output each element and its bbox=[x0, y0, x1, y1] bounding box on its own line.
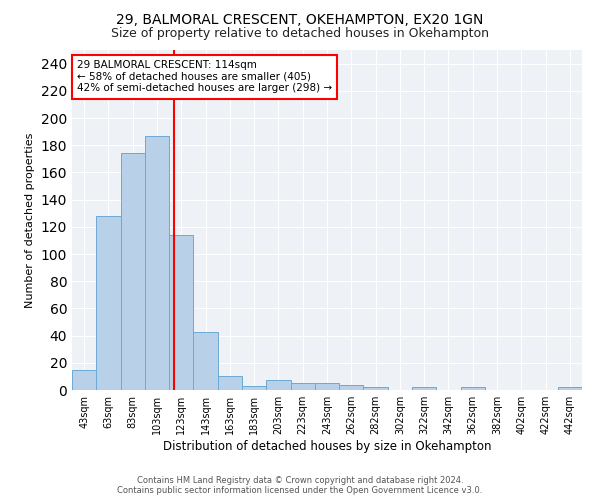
Bar bbox=[218, 376, 242, 390]
Bar bbox=[461, 388, 485, 390]
Text: 29, BALMORAL CRESCENT, OKEHAMPTON, EX20 1GN: 29, BALMORAL CRESCENT, OKEHAMPTON, EX20 … bbox=[116, 12, 484, 26]
Text: 29 BALMORAL CRESCENT: 114sqm
← 58% of detached houses are smaller (405)
42% of s: 29 BALMORAL CRESCENT: 114sqm ← 58% of de… bbox=[77, 60, 332, 94]
Bar bbox=[72, 370, 96, 390]
Bar bbox=[558, 388, 582, 390]
Bar bbox=[364, 388, 388, 390]
Bar bbox=[266, 380, 290, 390]
Bar bbox=[339, 384, 364, 390]
Bar bbox=[242, 386, 266, 390]
X-axis label: Distribution of detached houses by size in Okehampton: Distribution of detached houses by size … bbox=[163, 440, 491, 453]
Bar bbox=[169, 235, 193, 390]
Bar bbox=[145, 136, 169, 390]
Bar bbox=[121, 154, 145, 390]
Bar bbox=[290, 383, 315, 390]
Text: Contains HM Land Registry data © Crown copyright and database right 2024.
Contai: Contains HM Land Registry data © Crown c… bbox=[118, 476, 482, 495]
Bar bbox=[315, 383, 339, 390]
Bar bbox=[96, 216, 121, 390]
Bar bbox=[193, 332, 218, 390]
Y-axis label: Number of detached properties: Number of detached properties bbox=[25, 132, 35, 308]
Bar bbox=[412, 388, 436, 390]
Text: Size of property relative to detached houses in Okehampton: Size of property relative to detached ho… bbox=[111, 28, 489, 40]
